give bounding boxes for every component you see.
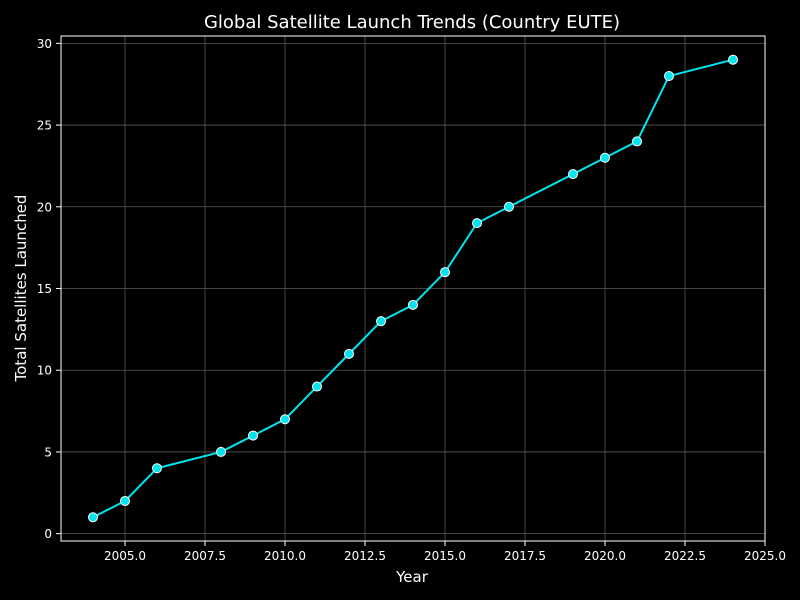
grid-lines	[61, 36, 766, 541]
data-point	[600, 152, 610, 163]
data-point	[88, 512, 98, 523]
x-tick-label: 2007.5	[184, 549, 226, 563]
data-point	[152, 463, 162, 474]
x-tick-label: 2025.0	[744, 549, 786, 563]
x-tick-label: 2017.5	[504, 549, 546, 563]
data-point	[216, 446, 226, 457]
series-lines	[92, 58, 734, 519]
series-line	[92, 58, 734, 519]
x-axis-ticks: 2005.0 2007.5 2010.0 2012.5 2015.0 2017.5 2020…	[104, 541, 786, 563]
y-axis-label: Total Satellites Launched	[12, 195, 30, 383]
x-tick-label: 2020.0	[584, 549, 626, 563]
x-tick-label: 2022.5	[664, 549, 706, 563]
data-point	[344, 348, 354, 359]
x-tick-label: 2010.0	[264, 549, 306, 563]
data-point	[120, 495, 130, 506]
data-point	[504, 201, 514, 212]
y-axis-ticks: 0 5 10 15 20 25 30	[37, 37, 61, 541]
y-tick-label: 0	[44, 527, 52, 541]
data-point	[440, 267, 450, 278]
data-point	[632, 136, 642, 147]
x-tick-label: 2012.5	[344, 549, 386, 563]
data-point	[312, 381, 322, 392]
data-point	[472, 218, 482, 229]
chart-title: Global Satellite Launch Trends (Country …	[204, 12, 620, 33]
data-point	[664, 71, 674, 82]
data-point	[408, 299, 418, 310]
y-tick-label: 25	[37, 119, 52, 133]
data-point	[728, 54, 738, 65]
y-tick-label: 30	[37, 37, 52, 51]
data-point	[568, 169, 578, 180]
y-tick-label: 10	[37, 364, 52, 378]
data-point	[248, 430, 258, 441]
data-point	[376, 316, 386, 327]
x-tick-label: 2005.0	[104, 549, 146, 563]
x-tick-label: 2015.0	[424, 549, 466, 563]
y-tick-label: 5	[44, 445, 52, 459]
y-tick-label: 20	[37, 200, 52, 214]
series-markers	[88, 54, 738, 523]
x-axis-label: Year	[395, 568, 429, 586]
data-point	[280, 414, 290, 425]
y-tick-label: 15	[37, 282, 52, 296]
